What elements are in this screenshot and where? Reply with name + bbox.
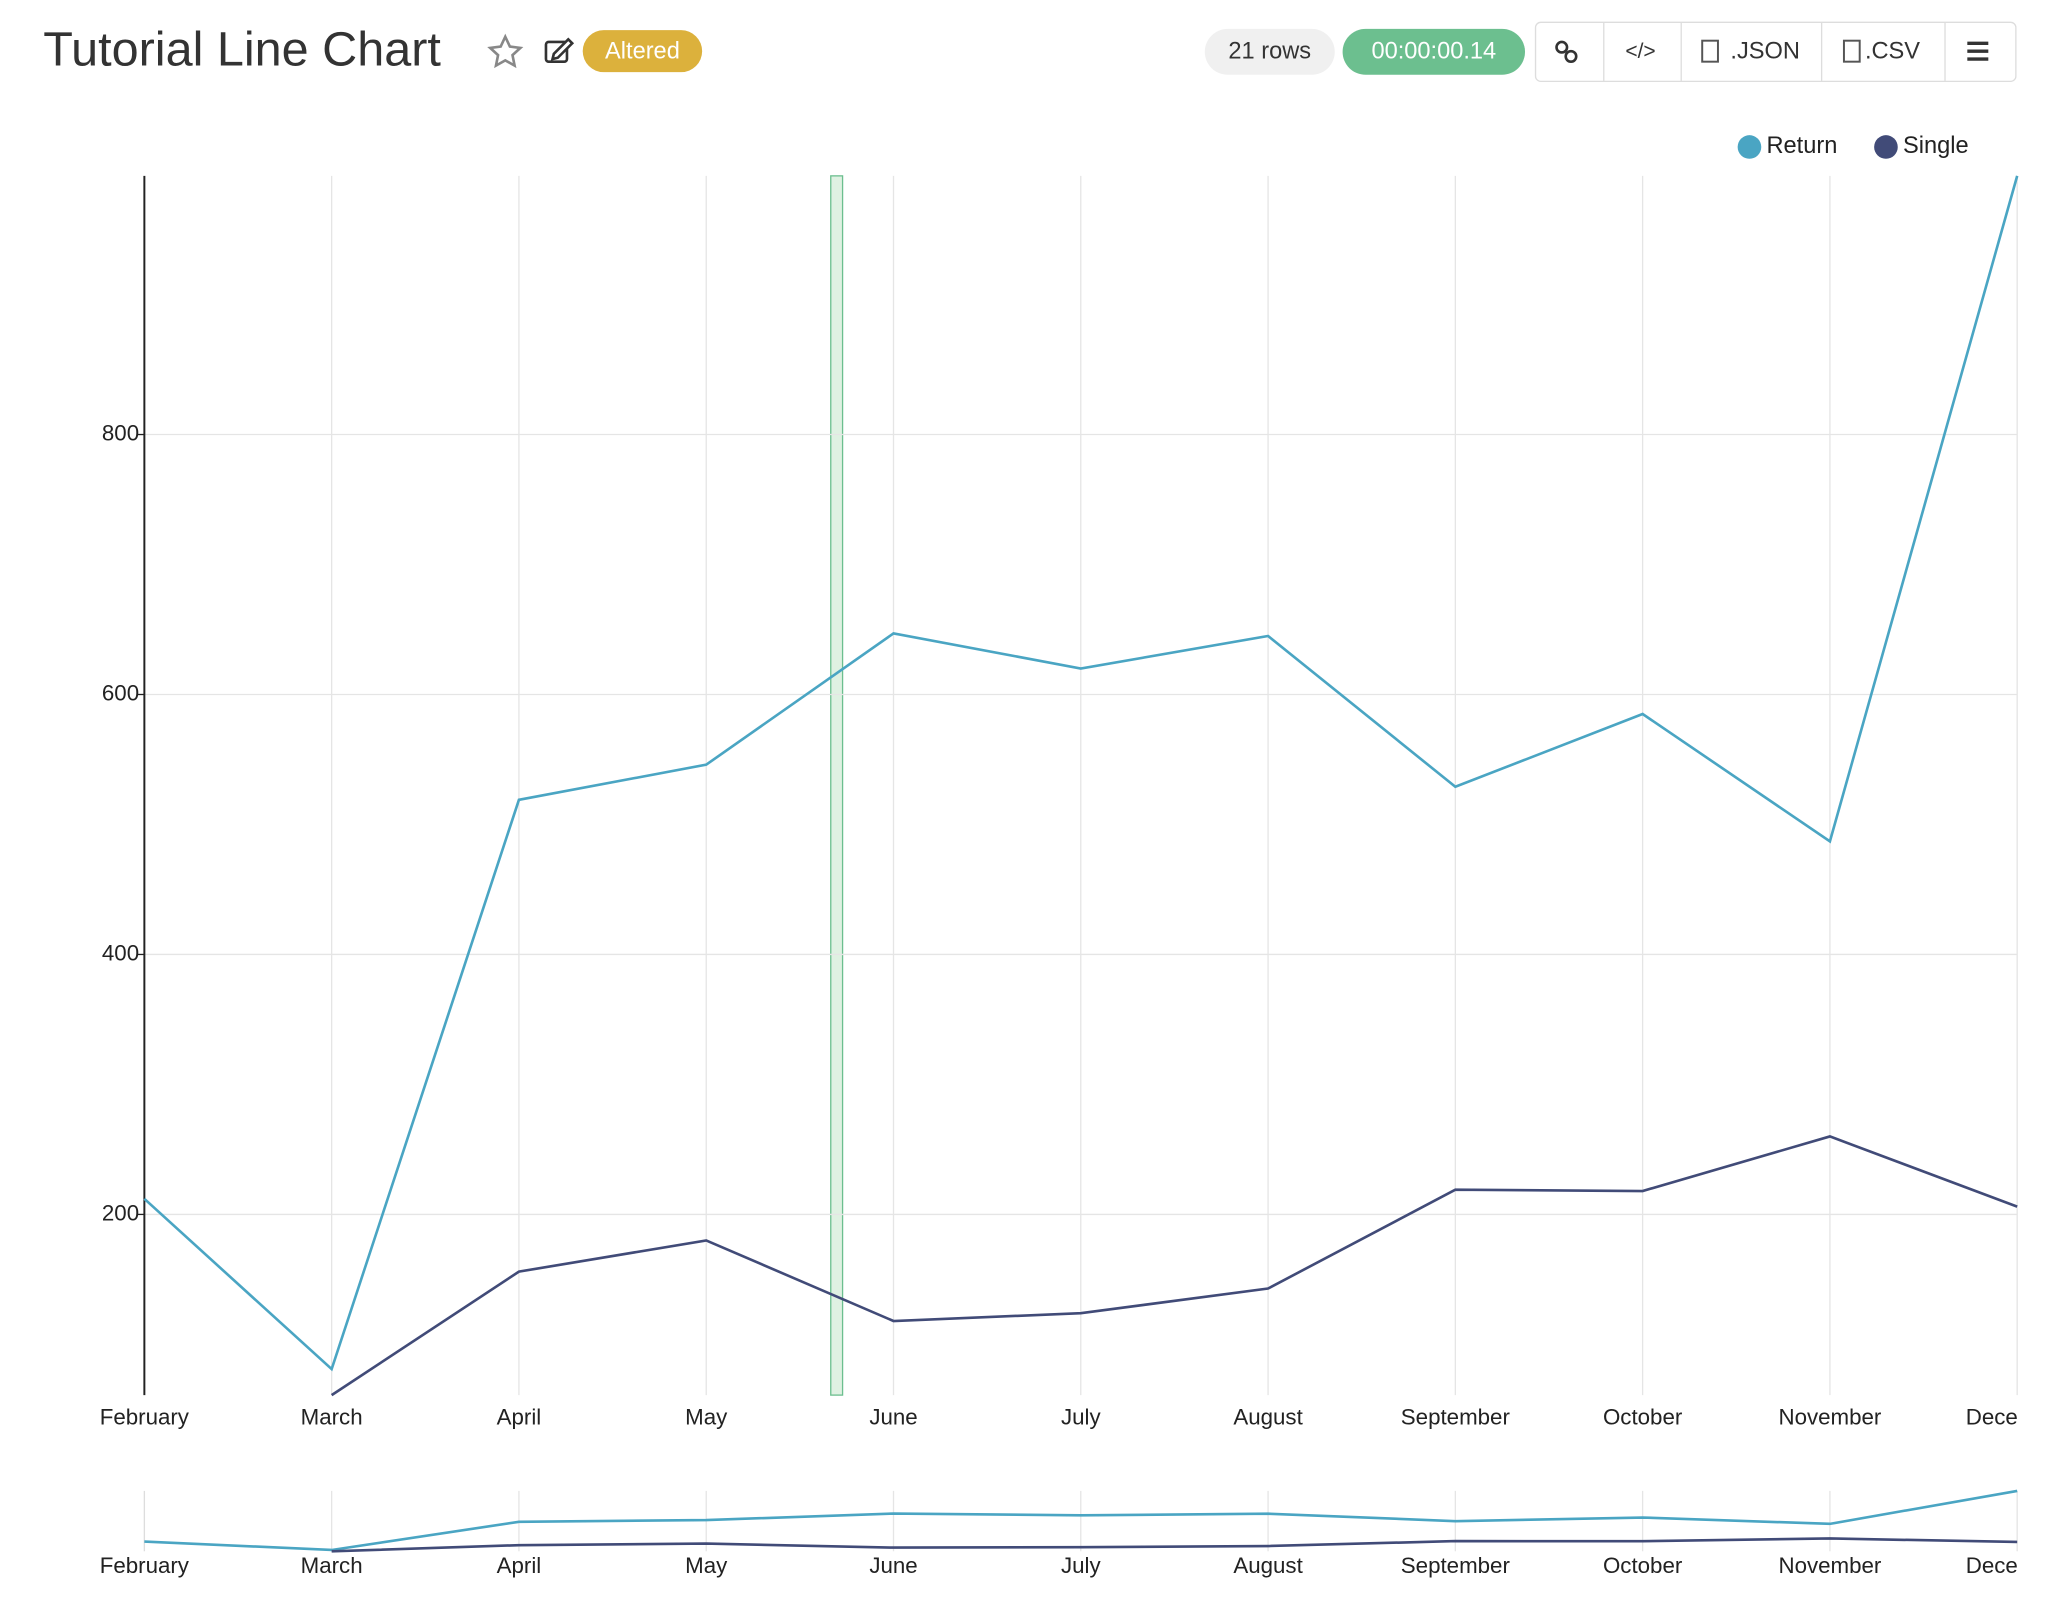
series-line xyxy=(330,1135,2018,1397)
x-tick-label: July xyxy=(1061,1405,1102,1430)
x-tick-label: November xyxy=(1778,1405,1881,1430)
json-button[interactable]: .JSON xyxy=(1730,39,1800,65)
x-tick-label: April xyxy=(497,1405,542,1430)
y-tick-label: 400 xyxy=(102,940,139,965)
embed-button[interactable]: </> xyxy=(1625,40,1655,63)
json-icon xyxy=(1701,39,1719,63)
plot: February February March March April April May M… xyxy=(100,175,2050,1578)
x-tick-label: March xyxy=(301,1405,363,1430)
mini-series-line xyxy=(331,1537,2018,1553)
row-count: 21 rows xyxy=(1228,39,1311,65)
mini-x-tick-label: February xyxy=(100,1553,190,1578)
x-tick-label: February xyxy=(100,1405,190,1430)
y-tick-label: 800 xyxy=(102,420,139,445)
timer: 00:00:00.14 xyxy=(1371,39,1496,65)
timer-pill xyxy=(1342,28,1526,75)
link-button[interactable] xyxy=(1555,40,1578,63)
x-tick-label: December xyxy=(1966,1405,2050,1430)
x-tick-label: August xyxy=(1233,1405,1303,1430)
y-tick-label: 600 xyxy=(102,680,139,705)
chart-title: Tutorial Line Chart xyxy=(43,22,441,76)
button-group xyxy=(1534,21,2017,83)
altered-label[interactable]: Altered xyxy=(605,39,680,65)
mini-x-tick-label: November xyxy=(1778,1553,1881,1578)
favorite-star[interactable] xyxy=(487,33,524,69)
mini-x-tick-label: July xyxy=(1061,1553,1102,1578)
edit-icon[interactable] xyxy=(544,37,575,63)
brush-highlight xyxy=(830,175,844,1396)
y-tick-label: 200 xyxy=(102,1200,139,1225)
mini-x-tick-label: October xyxy=(1603,1553,1683,1578)
csv-icon xyxy=(1842,39,1861,63)
mini-x-tick-label: May xyxy=(685,1553,728,1578)
mini-x-tick-label: March xyxy=(301,1553,363,1578)
mini-x-tick-label: December xyxy=(1966,1553,2050,1578)
row-count-pill xyxy=(1204,28,1335,75)
x-tick-label: September xyxy=(1401,1405,1511,1430)
mini-x-tick-label: April xyxy=(497,1553,542,1578)
legend-marker xyxy=(1737,135,1762,159)
legend-marker xyxy=(1874,135,1898,159)
mini-x-tick-label: September xyxy=(1401,1553,1511,1578)
mini-series-line xyxy=(144,1489,2018,1552)
x-tick-label: June xyxy=(869,1405,917,1430)
menu-button[interactable] xyxy=(1967,41,1989,61)
x-tick-label: May xyxy=(685,1405,728,1430)
mini-x-tick-label: August xyxy=(1233,1553,1303,1578)
csv-button[interactable]: .CSV xyxy=(1865,39,1920,65)
series-line xyxy=(143,175,2019,1372)
altered-badge[interactable] xyxy=(582,30,703,73)
legend-label: Single xyxy=(1903,133,1969,159)
mini-x-tick-label: June xyxy=(869,1553,917,1578)
button-separators xyxy=(1603,22,1946,82)
x-tick-label: October xyxy=(1603,1405,1683,1430)
legend-label: Return xyxy=(1767,133,1838,159)
